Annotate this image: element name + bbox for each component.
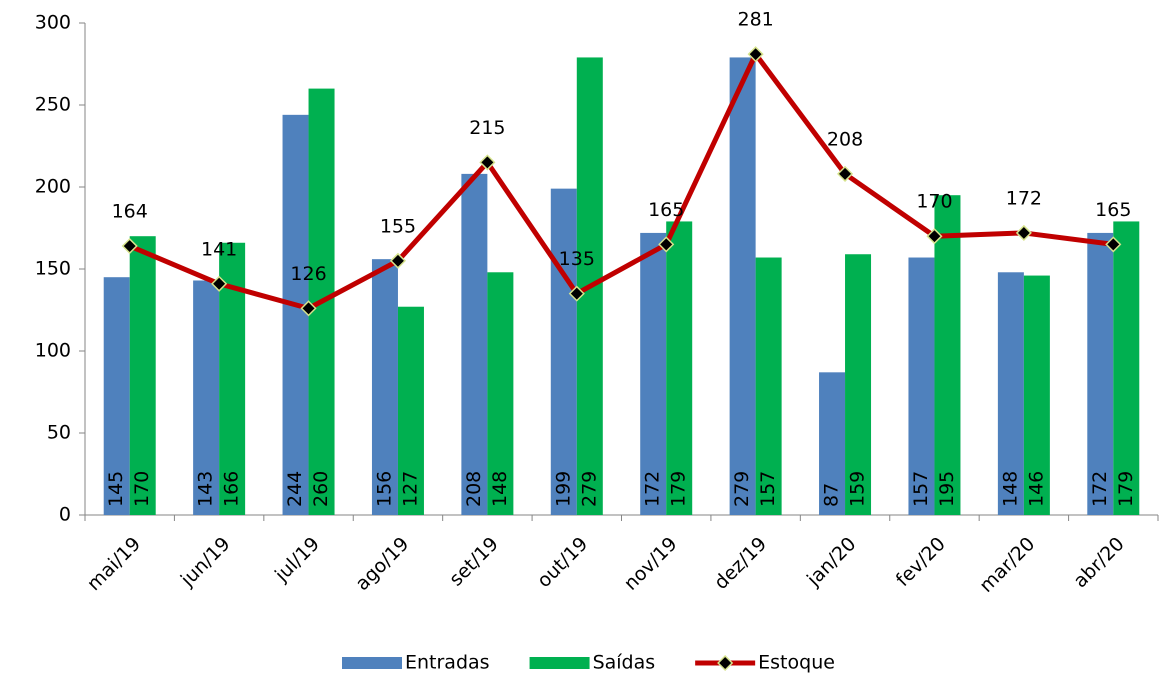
line-value-label: 165 xyxy=(1095,199,1131,221)
line-value-label: 215 xyxy=(469,117,505,139)
bar xyxy=(397,306,424,515)
line-marker xyxy=(389,252,407,269)
y-tick-label: 0 xyxy=(59,504,71,526)
x-tick-label: jul/19 xyxy=(270,533,324,587)
bar xyxy=(1113,221,1140,515)
y-tick-label: 300 xyxy=(35,12,71,34)
line-marker xyxy=(121,237,138,255)
bar-value-label: 195 xyxy=(936,471,958,507)
bar xyxy=(550,188,577,515)
legend-label: Estoque xyxy=(758,652,835,674)
bar xyxy=(1023,275,1050,515)
line-marker xyxy=(747,46,764,63)
y-tick-label: 50 xyxy=(47,422,71,444)
y-tick-label: 100 xyxy=(35,340,71,362)
line-marker xyxy=(836,165,854,182)
x-tick-label: nov/19 xyxy=(620,533,682,595)
line-marker xyxy=(1105,236,1122,253)
line-marker xyxy=(1015,224,1032,241)
bar-value-label: 156 xyxy=(373,471,395,507)
bar xyxy=(461,173,488,515)
x-tick-label: mai/19 xyxy=(83,533,145,595)
legend-marker xyxy=(717,654,734,672)
line-value-label: 170 xyxy=(916,191,952,213)
bar-value-label: 145 xyxy=(105,471,127,507)
x-tick-label: out/19 xyxy=(533,533,592,592)
bar xyxy=(282,114,309,515)
line-marker xyxy=(568,285,585,302)
line-value-label: 126 xyxy=(290,263,326,285)
line-value-label: 155 xyxy=(380,215,416,237)
line-value-label: 172 xyxy=(1006,187,1042,209)
line xyxy=(128,51,1114,311)
bar xyxy=(729,57,756,515)
line-marker xyxy=(658,236,675,253)
line-marker xyxy=(300,300,317,317)
y-tick-label: 250 xyxy=(35,94,71,116)
bar-value-label: 157 xyxy=(910,471,932,507)
bar-value-label: 143 xyxy=(195,471,217,507)
bar xyxy=(819,372,846,515)
y-tick-label: 150 xyxy=(35,258,71,280)
line-marker xyxy=(479,154,496,171)
bar-value-label: 172 xyxy=(1089,471,1111,507)
bar xyxy=(934,195,961,515)
x-tick-label: set/19 xyxy=(445,533,503,591)
bar xyxy=(487,272,514,515)
y-tick-label: 200 xyxy=(35,176,71,198)
bar xyxy=(666,221,693,515)
line-value-label: 141 xyxy=(201,238,237,260)
bar-value-label: 170 xyxy=(131,471,153,507)
bar-value-label: 127 xyxy=(399,471,421,507)
bar xyxy=(755,257,782,515)
x-tick-label: abr/20 xyxy=(1069,533,1128,592)
line-marker xyxy=(926,228,943,245)
bar xyxy=(640,232,667,516)
bar xyxy=(997,272,1024,515)
line-value-label: 281 xyxy=(737,9,773,31)
line-value-label: 208 xyxy=(827,128,863,150)
bar xyxy=(371,259,398,515)
bar-value-label: 148 xyxy=(489,471,511,507)
x-tick-label: mar/20 xyxy=(975,533,1039,597)
bar xyxy=(845,254,872,516)
bar-value-label: 157 xyxy=(757,471,779,507)
bar-value-label: 87 xyxy=(821,483,843,507)
bar-value-label: 244 xyxy=(284,471,306,507)
legend-label: Entradas xyxy=(405,652,490,674)
legend-swatch xyxy=(342,657,402,669)
bar-value-label: 179 xyxy=(1115,471,1137,507)
x-tick-label: ago/19 xyxy=(351,533,413,595)
line-value-label: 164 xyxy=(112,201,148,223)
bar-value-label: 146 xyxy=(1025,471,1047,507)
x-tick-label: jun/19 xyxy=(176,533,235,592)
bar-value-label: 172 xyxy=(642,471,664,507)
bar-value-label: 279 xyxy=(578,471,600,507)
bar xyxy=(193,280,220,515)
x-tick-label: fev/20 xyxy=(892,533,950,591)
x-tick-label: jan/20 xyxy=(802,533,860,591)
bar-value-label: 279 xyxy=(731,471,753,507)
legend-swatch xyxy=(529,657,590,669)
bar-value-label: 179 xyxy=(668,471,690,507)
bar-value-label: 166 xyxy=(221,471,243,507)
legend-label: Saídas xyxy=(593,652,656,674)
bar xyxy=(908,257,935,515)
bar xyxy=(103,277,130,515)
line-value-label: 165 xyxy=(648,199,684,221)
line-value-label: 135 xyxy=(559,248,595,270)
bar-value-label: 208 xyxy=(463,471,485,507)
bar xyxy=(129,236,156,515)
bar-value-label: 148 xyxy=(999,471,1021,507)
bar xyxy=(1087,232,1114,516)
line-marker xyxy=(211,275,228,292)
bar-value-label: 199 xyxy=(552,471,574,507)
bar-value-label: 159 xyxy=(847,471,869,507)
x-tick-label: dez/19 xyxy=(710,533,771,594)
bar-value-label: 260 xyxy=(310,471,332,507)
